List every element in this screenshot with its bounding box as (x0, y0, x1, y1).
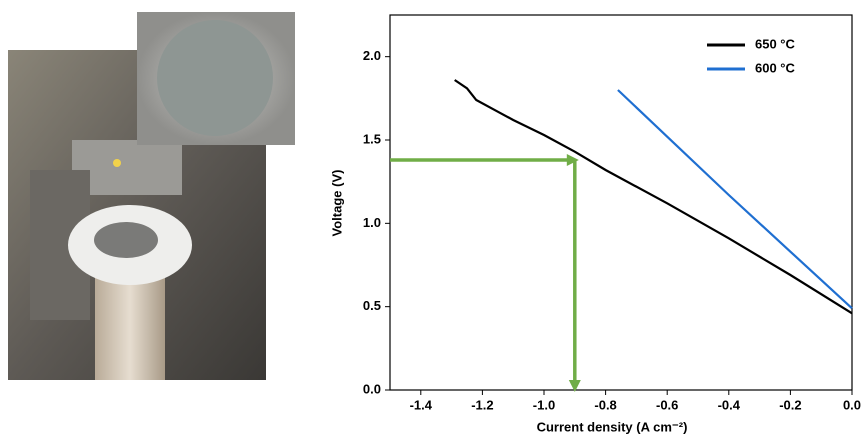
y-tick-label: 0.0 (363, 381, 381, 396)
x-tick-label: -1.0 (533, 397, 555, 412)
x-tick-label: -0.8 (594, 397, 616, 412)
legend-label: 650 °C (755, 36, 796, 51)
plot-frame (389, 14, 853, 391)
x-tick-label: -1.4 (410, 397, 433, 412)
y-tick-label: 0.5 (363, 298, 381, 313)
guide-arrowhead-v (568, 380, 581, 392)
y-tick-label: 2.0 (363, 48, 381, 63)
x-tick-label: -0.4 (718, 397, 741, 412)
x-tick-label: -0.2 (779, 397, 801, 412)
guide-arrowhead-h (566, 154, 579, 166)
x-tick-label: 0.0 (843, 397, 861, 412)
x-axis-label: Current density (A cm⁻²) (537, 419, 688, 434)
data-line (454, 79, 853, 315)
y-tick-label: 1.5 (363, 131, 381, 146)
x-tick-label: -1.2 (471, 397, 493, 412)
x-tick-label: -0.6 (656, 397, 678, 412)
y-axis-label: Voltage (V) (329, 170, 344, 237)
y-tick-label: 1.0 (363, 215, 381, 230)
photo (8, 12, 295, 380)
data-line (617, 89, 853, 310)
legend-label: 600 °C (755, 60, 796, 75)
